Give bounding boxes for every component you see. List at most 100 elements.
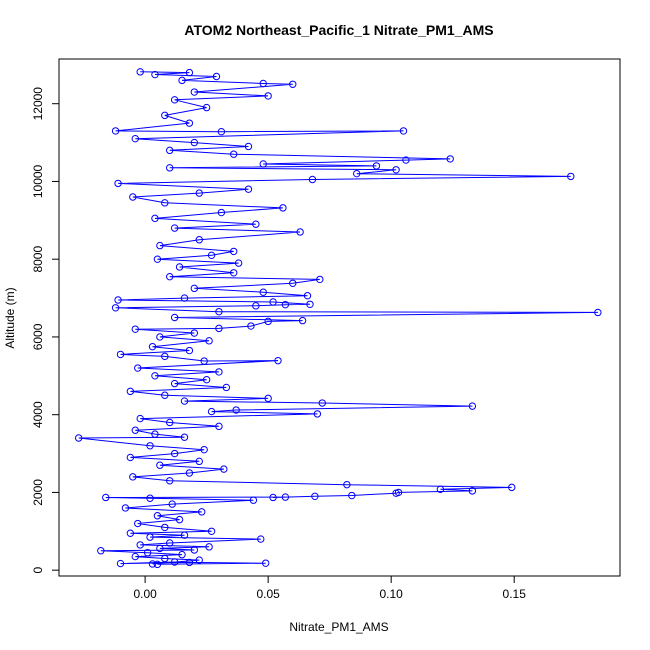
data-point [215, 307, 223, 316]
data-point [156, 544, 164, 553]
data-point [468, 487, 477, 495]
data-point [594, 308, 602, 317]
data-point [168, 500, 176, 508]
data-point [111, 127, 120, 135]
data-point [166, 164, 174, 172]
data-point [269, 298, 277, 306]
data-point [207, 527, 216, 535]
data-point [229, 269, 238, 277]
data-point [180, 433, 189, 441]
data-point [121, 504, 130, 512]
data-point [222, 383, 231, 392]
data-point [146, 442, 154, 450]
data-point [308, 175, 317, 184]
data-point [185, 469, 194, 477]
y-axis-label: Altitude (m) [3, 287, 17, 348]
data-point [252, 302, 260, 310]
data-point [116, 559, 125, 568]
data-point [114, 296, 122, 304]
data-point [247, 322, 255, 330]
data-point [567, 172, 575, 181]
data-point [298, 316, 307, 325]
data-point [207, 251, 216, 260]
data-point [166, 146, 174, 155]
data-point [129, 473, 137, 481]
data-point [215, 324, 223, 333]
data-point [229, 247, 238, 256]
data-point [129, 193, 137, 201]
data-point [232, 406, 240, 414]
data-point [289, 279, 297, 287]
series-line [78, 71, 598, 565]
data-point [281, 493, 290, 501]
data-point [217, 127, 226, 136]
data-point [399, 127, 408, 135]
data-point [161, 199, 169, 207]
data-point [156, 333, 164, 341]
data-point [264, 394, 272, 403]
data-point [244, 185, 253, 193]
data-point [220, 465, 228, 473]
y-tick-label: 2000 [31, 479, 45, 506]
data-point [153, 512, 162, 520]
data-point [185, 68, 194, 77]
data-point [131, 426, 139, 434]
data-point [180, 531, 189, 539]
data-point [215, 368, 223, 376]
data-point [114, 179, 122, 188]
data-point [195, 556, 203, 564]
data-point [190, 284, 199, 293]
data-point [264, 92, 272, 100]
data-point [151, 214, 159, 223]
data-point [143, 548, 152, 557]
data-point [161, 391, 169, 399]
data-point [151, 70, 159, 79]
data-point [153, 560, 162, 569]
data-point [281, 300, 290, 309]
data-point [156, 461, 164, 469]
data-point [252, 220, 260, 228]
data-point [264, 317, 272, 326]
data-point [126, 529, 135, 537]
data-point [348, 491, 356, 500]
data-point [146, 494, 154, 502]
data-point [394, 488, 403, 497]
y-tick-label: 10000 [31, 164, 45, 198]
data-point [303, 292, 312, 300]
data-point [259, 160, 267, 168]
data-point [131, 325, 139, 333]
data-point [161, 554, 169, 563]
data-point [136, 414, 144, 423]
data-point [202, 103, 211, 112]
data-point [372, 162, 381, 170]
data-point [180, 294, 189, 302]
data-point [212, 72, 221, 81]
data-point [306, 300, 314, 308]
data-point [205, 337, 213, 345]
data-point [175, 515, 184, 524]
data-point [170, 558, 179, 566]
data-point [259, 288, 267, 296]
data-point [185, 346, 194, 355]
data-point [180, 397, 189, 405]
data-point [468, 402, 477, 410]
data-point [175, 263, 184, 271]
data-point [185, 558, 194, 567]
y-tick-label: 4000 [31, 401, 45, 428]
data-point [198, 508, 206, 516]
data-point [200, 357, 208, 365]
data-point [102, 493, 110, 502]
x-tick-label: 0.10 [379, 587, 403, 601]
y-tick-label: 8000 [31, 246, 45, 273]
data-point [161, 111, 169, 120]
data-point [166, 539, 174, 547]
data-point [205, 543, 213, 551]
data-point [274, 356, 282, 365]
data-point [185, 119, 194, 127]
data-point [74, 434, 83, 442]
data-point [296, 228, 304, 236]
data-point [134, 519, 142, 528]
data-point [151, 372, 159, 380]
data-point [190, 88, 199, 96]
